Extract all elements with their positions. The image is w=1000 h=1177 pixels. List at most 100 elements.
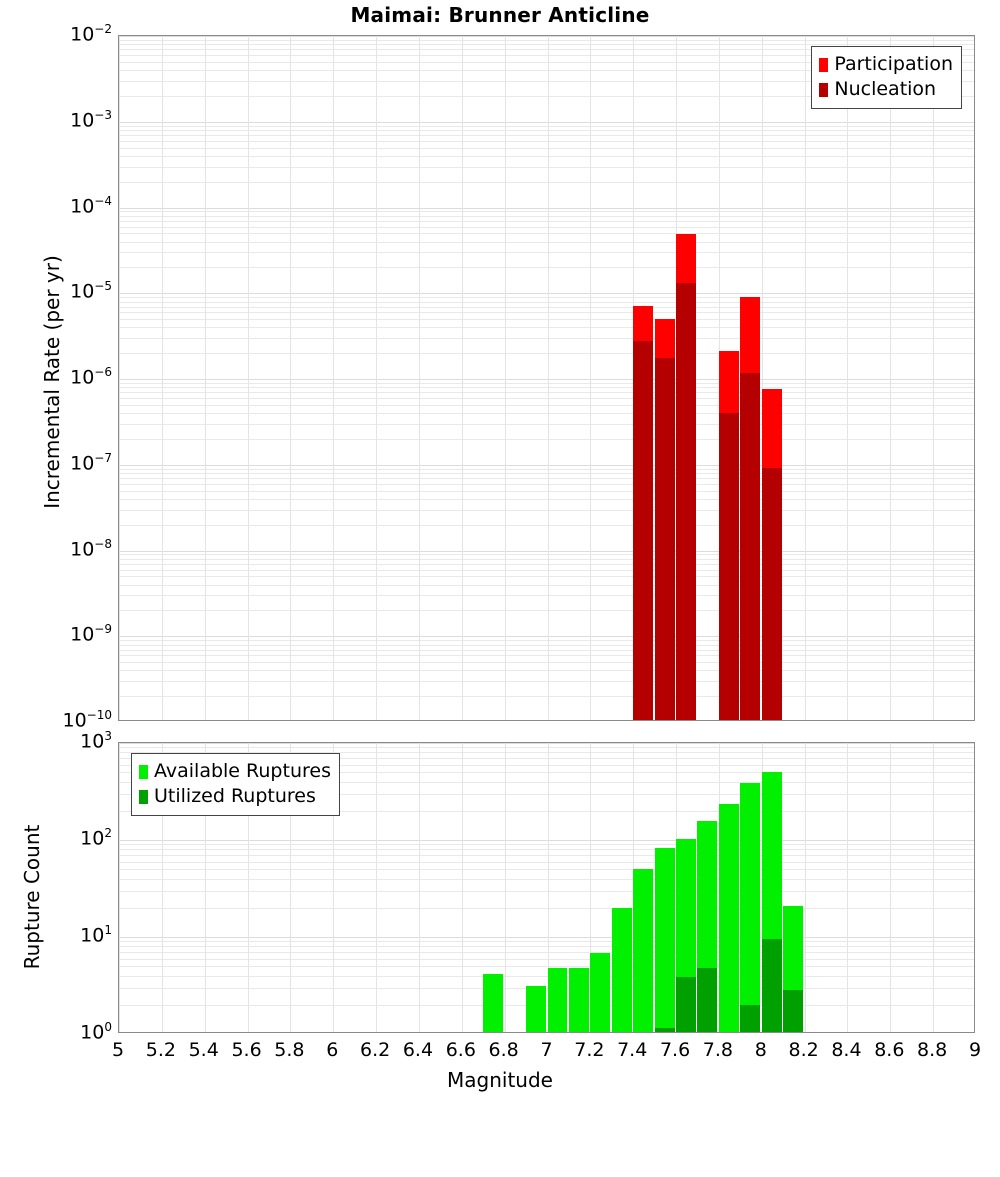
gridline-horizontal <box>119 297 974 298</box>
gridline-vertical <box>119 36 120 720</box>
gridline-horizontal <box>119 554 974 555</box>
legend-item-available-ruptures[interactable]: Available Ruptures <box>139 759 331 784</box>
gridline-vertical <box>548 743 549 1032</box>
gridline-horizontal <box>119 559 974 560</box>
legend-item-participation[interactable]: Participation <box>819 52 953 77</box>
gridline-horizontal <box>119 946 974 947</box>
gridline-horizontal <box>119 122 974 123</box>
gridline-horizontal <box>119 670 974 671</box>
gridline-horizontal <box>119 758 974 759</box>
bar-group <box>633 743 654 1032</box>
bar-group <box>697 743 718 1032</box>
bar-group <box>718 36 739 720</box>
gridline-vertical <box>847 743 848 1032</box>
gridline-horizontal <box>119 696 974 697</box>
gridline-horizontal <box>119 293 974 294</box>
bar-nucleation <box>633 341 654 720</box>
gridline-horizontal <box>119 211 974 212</box>
gridline-horizontal <box>119 307 974 308</box>
gridline-horizontal <box>119 208 974 209</box>
bar-utilized-ruptures <box>676 976 696 1032</box>
gridline-vertical <box>248 743 249 1032</box>
gridline-horizontal <box>119 242 974 243</box>
bar-group <box>740 36 761 720</box>
gridline-horizontal <box>119 976 974 977</box>
bar-utilized-ruptures <box>761 938 782 1032</box>
bar-available-ruptures <box>740 782 761 1032</box>
gridline-horizontal <box>119 484 974 485</box>
gridline-horizontal <box>119 908 974 909</box>
gridline-horizontal <box>119 55 974 56</box>
gridline-horizontal <box>119 941 974 942</box>
gridline-vertical <box>762 36 763 720</box>
gridline-horizontal <box>119 383 974 384</box>
gridline-horizontal <box>119 662 974 663</box>
bar-available-ruptures <box>590 953 611 1032</box>
gridline-vertical <box>376 36 377 720</box>
gridline-horizontal <box>119 148 974 149</box>
gridline-horizontal <box>119 849 974 850</box>
gridline-horizontal <box>119 952 974 953</box>
bar-group <box>611 743 632 1032</box>
y-tick-label: 10−2 <box>70 22 112 46</box>
gridline-horizontal <box>119 576 974 577</box>
gridline-horizontal <box>119 879 974 880</box>
x-tick-label: 7 <box>540 1039 553 1061</box>
gridline-horizontal <box>119 862 974 863</box>
gridline-horizontal <box>119 844 974 845</box>
gridline-horizontal <box>119 413 974 414</box>
x-tick-label: 6.2 <box>359 1039 391 1061</box>
legend-item-nucleation[interactable]: Nucleation <box>819 77 953 102</box>
legend-item-utilized-ruptures[interactable]: Utilized Ruptures <box>139 784 331 809</box>
gridline-vertical <box>376 743 377 1032</box>
gridline-horizontal <box>119 36 974 37</box>
bar-group <box>654 36 675 720</box>
legend-label-utilized-ruptures: Utilized Ruptures <box>154 785 316 807</box>
gridline-horizontal <box>119 747 974 748</box>
y-tick-label: 10−9 <box>70 622 112 646</box>
bar-group <box>654 743 675 1032</box>
rupture-count-plot: Available Ruptures Utilized Ruptures <box>118 742 975 1033</box>
gridline-vertical <box>805 36 806 720</box>
y-axis-ticks-bottom: 103 102 101 100 <box>0 0 112 1060</box>
gridline-horizontal <box>119 570 974 571</box>
gridline-horizontal <box>119 126 974 127</box>
x-tick-label: 7.2 <box>574 1039 605 1061</box>
bar-available-ruptures <box>568 967 589 1032</box>
gridline-vertical <box>333 743 334 1032</box>
gridline-horizontal <box>119 794 974 795</box>
bar-nucleation <box>654 358 675 720</box>
bar-group <box>526 743 546 1032</box>
gridline-vertical <box>805 743 806 1032</box>
incremental-rate-plot: Participation Nucleation <box>118 35 975 721</box>
bar-available-ruptures <box>483 973 504 1032</box>
gridline-horizontal <box>119 869 974 870</box>
gridline-horizontal <box>119 156 974 157</box>
gridline-horizontal <box>119 491 974 492</box>
bars-bottom <box>119 743 974 1032</box>
x-tick-label: 8.6 <box>874 1039 905 1061</box>
x-tick-label: 6.8 <box>488 1039 519 1061</box>
y-tick-label: 10−4 <box>70 193 112 217</box>
y-tick-label: 10−6 <box>70 365 112 389</box>
gridline-horizontal <box>119 392 974 393</box>
bar-available-ruptures <box>547 967 568 1032</box>
gridline-horizontal <box>119 782 974 783</box>
y-tick-label: 10−8 <box>70 536 112 560</box>
x-tick-label: 6.4 <box>402 1039 434 1061</box>
gridline-horizontal <box>119 353 974 354</box>
page-title: Maimai: Brunner Anticline <box>350 3 650 27</box>
gridline-vertical <box>933 36 934 720</box>
gridline-horizontal <box>119 439 974 440</box>
x-axis-title: Magnitude <box>447 1068 553 1092</box>
gridline-horizontal <box>119 510 974 511</box>
x-tick-label: 5.2 <box>145 1039 176 1061</box>
gridline-vertical <box>333 36 334 720</box>
legend-label-nucleation: Nucleation <box>834 78 937 100</box>
bar-available-ruptures <box>526 985 546 1032</box>
bar-group <box>590 743 611 1032</box>
gridline-horizontal <box>119 130 974 131</box>
bar-utilized-ruptures <box>783 990 804 1032</box>
gridline-horizontal <box>119 40 974 41</box>
bar-group <box>633 36 654 720</box>
